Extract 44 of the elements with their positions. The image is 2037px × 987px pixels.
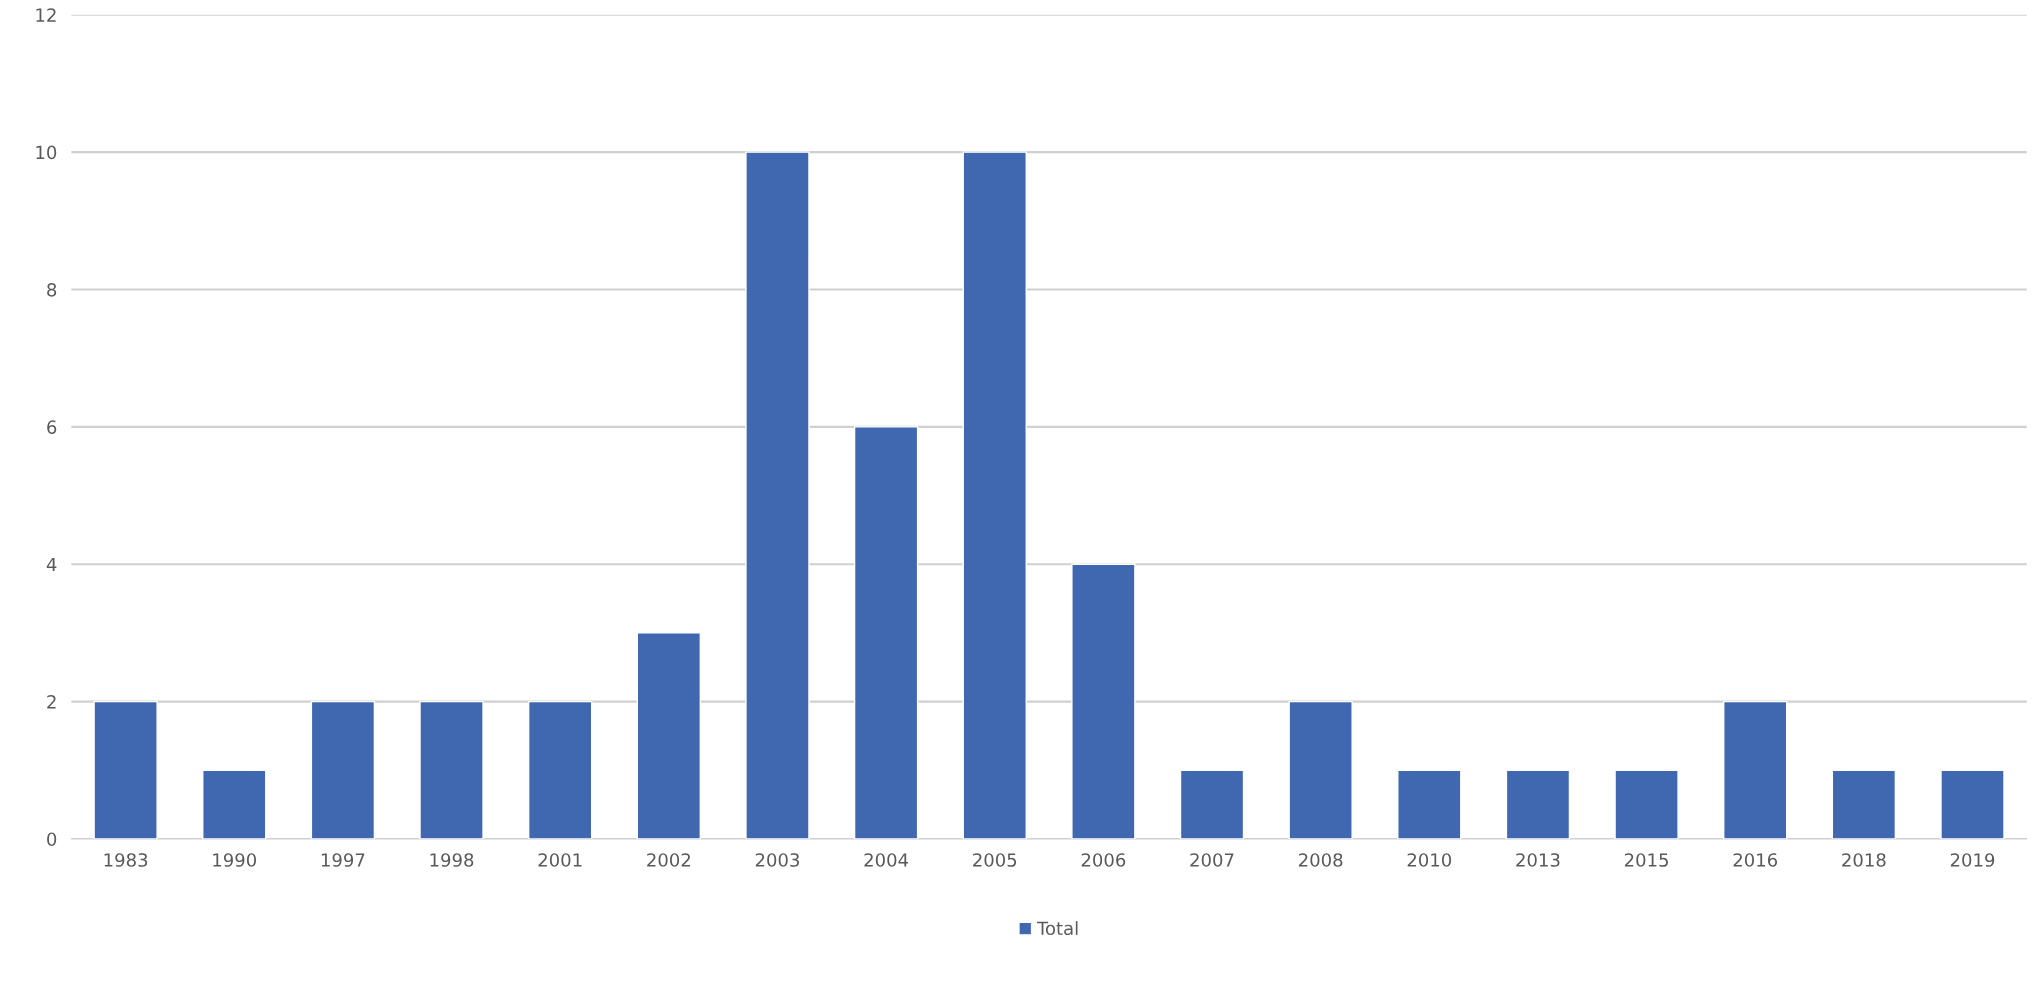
x-tick-label: 2016 xyxy=(1733,853,1778,867)
bar xyxy=(1179,769,1245,839)
x-tick-label: 2019 xyxy=(1950,853,1995,867)
bar xyxy=(527,700,593,839)
bar xyxy=(962,151,1027,839)
bar xyxy=(1940,769,2005,839)
x-tick-label: 2008 xyxy=(1299,853,1343,867)
bar xyxy=(202,769,267,839)
x-tick-label: 1990 xyxy=(213,853,257,867)
bar xyxy=(1614,769,1679,839)
bar xyxy=(1397,769,1462,839)
bar xyxy=(1723,700,1788,839)
x-tick-label: 1983 xyxy=(104,853,148,867)
bar xyxy=(1505,769,1571,839)
y-tick-label: 4 xyxy=(46,557,57,572)
x-tick-label: 2004 xyxy=(864,853,909,867)
x-tick-label: 2002 xyxy=(647,853,690,867)
y-tick-label: 6 xyxy=(47,420,57,434)
bar xyxy=(310,700,376,839)
x-tick-label: 2001 xyxy=(538,853,582,867)
y-tick-label: 0 xyxy=(47,832,57,847)
x-tick-label: 2013 xyxy=(1516,853,1560,867)
bar xyxy=(853,426,919,839)
x-tick-label: 2010 xyxy=(1407,853,1452,867)
x-tick-label: 2015 xyxy=(1624,853,1668,867)
x-tick-label: 1997 xyxy=(321,853,365,867)
legend-label: Total xyxy=(1036,921,1078,936)
bar xyxy=(636,632,702,839)
bar xyxy=(1071,563,1136,839)
x-tick-label: 2003 xyxy=(755,853,799,867)
y-tick-label: 10 xyxy=(36,145,57,160)
bar xyxy=(1831,769,1897,839)
bar xyxy=(1288,700,1353,839)
x-tick-label: 2018 xyxy=(1842,853,1886,867)
bar xyxy=(419,700,484,839)
y-tick-label: 2 xyxy=(47,695,56,709)
x-tick-label: 2006 xyxy=(1081,853,1126,867)
x-tick-label: 2005 xyxy=(973,853,1017,867)
bar xyxy=(745,151,810,839)
y-tick-label: 8 xyxy=(47,282,57,297)
x-tick-label: 1998 xyxy=(430,853,474,867)
y-tick-label: 12 xyxy=(36,8,56,22)
bar xyxy=(93,700,158,839)
x-tick-label: 2007 xyxy=(1190,853,1234,867)
